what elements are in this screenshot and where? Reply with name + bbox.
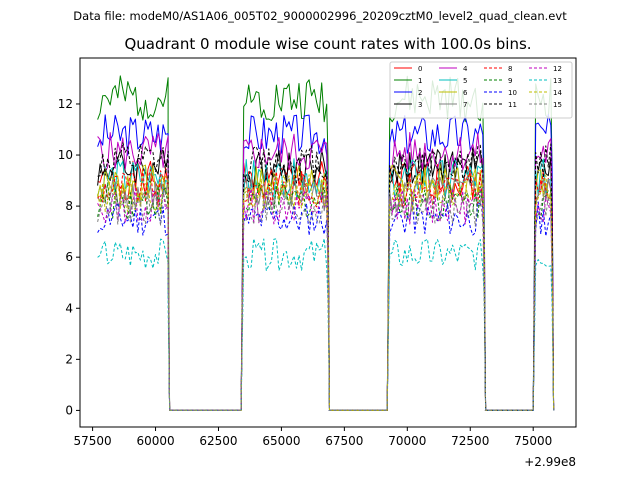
- legend-label-6: 6: [463, 89, 468, 97]
- legend-label-13: 13: [553, 77, 562, 85]
- x-tick-label: 65000: [262, 434, 300, 448]
- legend-label-0: 0: [418, 65, 422, 73]
- series-line-15: [97, 190, 555, 411]
- legend-label-3: 3: [418, 101, 422, 109]
- x-tick-label: 70000: [388, 434, 426, 448]
- plot-frame: [79, 57, 577, 428]
- legend-label-15: 15: [553, 101, 562, 109]
- y-tick-label: 6: [65, 250, 73, 264]
- y-tick-label: 8: [65, 199, 73, 213]
- chart-title: Quadrant 0 module wise count rates with …: [124, 35, 531, 53]
- legend-label-4: 4: [463, 65, 468, 73]
- axis-ticks: 57500 60000 62500 65000 67500 70000 72500 75000…: [58, 97, 553, 448]
- legend-box: [389, 61, 573, 119]
- chart-suptitle: Data file: modeM0/AS1A06_005T02_90000029…: [73, 9, 567, 23]
- x-tick-label: 72500: [451, 434, 489, 448]
- y-tick-label: 2: [65, 352, 73, 366]
- x-tick-label: 67500: [325, 434, 363, 448]
- y-tick-label: 12: [58, 97, 73, 111]
- legend-label-9: 9: [508, 77, 512, 85]
- legend-label-10: 10: [508, 89, 517, 97]
- x-tick-label: 57500: [73, 434, 111, 448]
- x-offset-label: +2.99e8: [524, 455, 576, 469]
- x-tick-label: 62500: [199, 434, 237, 448]
- legend-label-5: 5: [463, 77, 467, 85]
- legend-label-7: 7: [463, 101, 467, 109]
- legend-label-12: 12: [553, 65, 562, 73]
- series-line-14: [97, 174, 555, 411]
- legend-label-2: 2: [418, 89, 422, 97]
- legend-label-1: 1: [418, 77, 422, 85]
- y-tick-label: 10: [58, 148, 73, 162]
- legend-label-8: 8: [508, 65, 512, 73]
- legend-label-14: 14: [553, 89, 562, 97]
- y-tick-label: 0: [65, 403, 73, 417]
- series-layer: [97, 75, 555, 411]
- x-tick-label: 75000: [514, 434, 552, 448]
- y-tick-label: 4: [65, 301, 73, 315]
- legend-label-11: 11: [508, 101, 517, 109]
- x-tick-label: 60000: [136, 434, 174, 448]
